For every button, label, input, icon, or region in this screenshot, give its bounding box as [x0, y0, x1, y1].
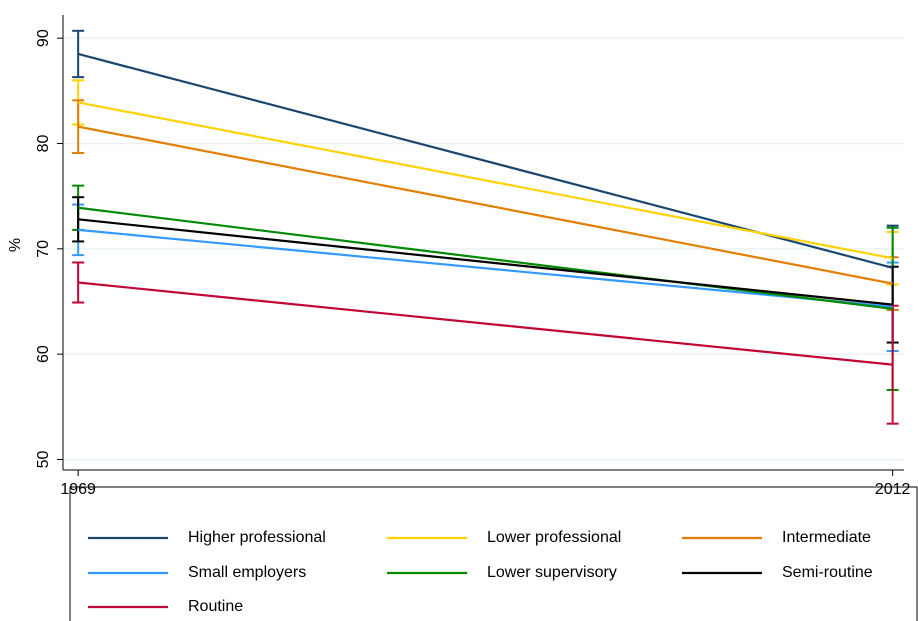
legend-label: Lower professional [487, 529, 621, 546]
error-bar [72, 261, 85, 304]
legend-label: Lower supervisory [487, 564, 617, 581]
series-line [77, 101, 893, 260]
y-axis-label: % [7, 238, 24, 252]
legend-label: Intermediate [782, 529, 871, 546]
y-tick-label: 90 [35, 29, 52, 47]
y-tick-label: 60 [35, 345, 52, 363]
series-line [78, 281, 893, 366]
x-tick-label: 1969 [60, 481, 96, 498]
legend-label: Higher professional [188, 529, 326, 546]
legend-label: Semi-routine [782, 564, 873, 581]
legend-label: Routine [188, 598, 243, 615]
y-tick-label: 80 [35, 134, 52, 152]
series-line [78, 206, 893, 310]
legend-label: Small employers [188, 564, 306, 581]
legend-box [69, 486, 918, 621]
y-tick-label: 70 [35, 240, 52, 258]
series-line [78, 218, 893, 306]
x-tick-label: 2012 [875, 481, 911, 498]
series-line [78, 228, 893, 308]
series-line [77, 125, 893, 285]
y-tick-label: 50 [35, 450, 52, 468]
